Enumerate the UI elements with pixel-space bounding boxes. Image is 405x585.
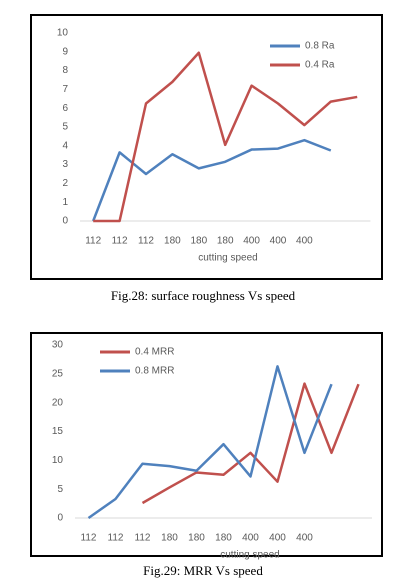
x-tick-label: 180 (161, 533, 178, 544)
x-tick-label: 400 (296, 533, 313, 544)
series-line (87, 365, 333, 520)
y-tick-label: 5 (57, 484, 63, 495)
x-tick-label: 180 (190, 236, 207, 247)
x-tick-label: 180 (217, 236, 234, 247)
legend-label: 0.4 MRR (135, 347, 174, 358)
y-tick-label: 30 (52, 340, 64, 351)
x-axis-label: cutting speed (198, 253, 258, 264)
y-tick-label: 0 (62, 216, 68, 227)
y-tick-label: 2 (62, 178, 68, 189)
y-tick-label: 9 (62, 46, 68, 57)
y-tick-label: 7 (62, 84, 68, 95)
x-tick-label: 400 (243, 236, 260, 247)
y-tick-label: 6 (62, 103, 68, 114)
y-tick-label: 3 (62, 159, 68, 170)
caption: Fig.29: MRR Vs speed (143, 563, 263, 578)
legend-label: 0.8 Ra (305, 41, 335, 52)
chart-frame (30, 332, 383, 557)
x-tick-label: 112 (108, 533, 124, 544)
x-tick-label: 112 (85, 236, 101, 247)
y-tick-label: 25 (52, 368, 64, 379)
x-tick-label: 400 (269, 533, 286, 544)
x-tick-label: 400 (270, 236, 287, 247)
y-tick-label: 10 (57, 28, 69, 39)
x-tick-label: 180 (215, 533, 232, 544)
x-tick-label: 400 (242, 533, 259, 544)
y-tick-label: 0 (57, 513, 63, 524)
y-tick-label: 8 (62, 65, 68, 76)
legend-label: 0.4 Ra (305, 60, 335, 71)
y-tick-label: 1 (62, 197, 68, 208)
y-tick-label: 5 (62, 122, 68, 133)
x-tick-label: 180 (164, 236, 181, 247)
x-tick-label: 112 (81, 533, 97, 544)
y-tick-label: 10 (52, 455, 64, 466)
y-tick-label: 4 (62, 140, 68, 151)
x-tick-label: 400 (296, 236, 313, 247)
y-tick-label: 20 (52, 397, 64, 408)
x-tick-label: 112 (112, 236, 128, 247)
series-line (141, 382, 360, 505)
x-tick-label: 112 (135, 533, 151, 544)
x-tick-label: 180 (188, 533, 205, 544)
legend-label: 0.8 MRR (135, 366, 174, 377)
x-axis-label: cutting speed (220, 550, 280, 561)
caption: Fig.28: surface roughness Vs speed (111, 288, 296, 303)
x-tick-label: 112 (138, 236, 154, 247)
series-line (93, 51, 358, 223)
y-tick-label: 15 (52, 426, 64, 437)
